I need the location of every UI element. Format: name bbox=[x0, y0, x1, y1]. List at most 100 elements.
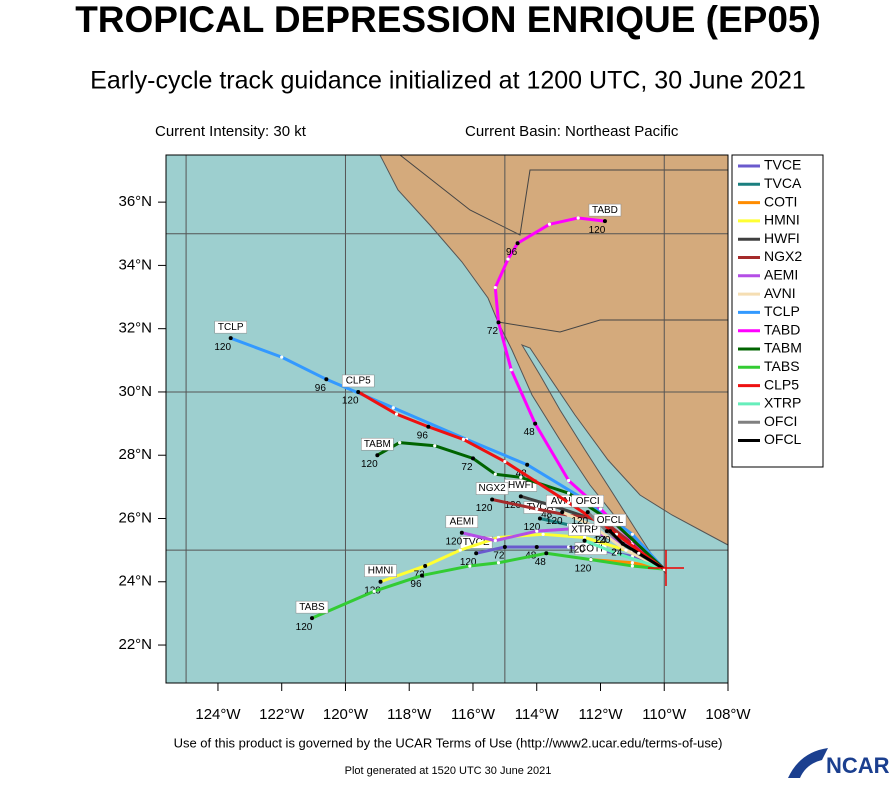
track-tag: COTI bbox=[579, 543, 603, 554]
track-point bbox=[461, 437, 466, 442]
track-point bbox=[419, 573, 424, 578]
hour-label: 120 bbox=[296, 622, 313, 633]
track-point bbox=[458, 548, 462, 552]
track-point bbox=[535, 507, 539, 511]
track bbox=[357, 390, 666, 571]
x-tick-label: 120°W bbox=[323, 706, 369, 723]
x-tick-label: 114°W bbox=[515, 706, 560, 723]
legend-label: TABM bbox=[764, 340, 802, 356]
track-point bbox=[525, 462, 530, 467]
legend-label: TABS bbox=[764, 358, 800, 374]
current-position bbox=[648, 550, 684, 586]
hour-label: 120 bbox=[594, 535, 611, 546]
track-point bbox=[394, 412, 399, 416]
hour-label: 120 bbox=[546, 516, 563, 527]
y-tick-label: 22°N bbox=[118, 636, 152, 653]
track-point bbox=[560, 510, 565, 515]
track-tag-box bbox=[364, 564, 397, 578]
hour-label: 120 bbox=[445, 536, 462, 547]
x-tick-label: 124°W bbox=[195, 706, 241, 723]
track-point bbox=[567, 491, 571, 495]
legend-label: TABD bbox=[764, 321, 800, 337]
track-point bbox=[582, 538, 587, 543]
basin: Current Basin: Northeast Pacific bbox=[465, 123, 679, 140]
hour-label: 72 bbox=[487, 326, 499, 337]
y-tick-label: 36°N bbox=[118, 193, 152, 210]
track-point bbox=[398, 440, 402, 445]
y-tick-label: 24°N bbox=[118, 573, 152, 590]
hour-label: 96 bbox=[315, 383, 327, 394]
legend-label: TCLP bbox=[764, 303, 800, 319]
track-tag-box bbox=[568, 523, 601, 536]
logo-mark bbox=[788, 748, 828, 778]
track-tag-box bbox=[295, 600, 329, 614]
track-point bbox=[630, 532, 634, 536]
track-point bbox=[503, 459, 507, 464]
track-tag: TABD bbox=[592, 205, 618, 216]
track-tag-box bbox=[475, 482, 509, 495]
hour-label: 48 bbox=[541, 509, 553, 520]
track-point bbox=[324, 377, 329, 382]
hour-label: 120 bbox=[589, 225, 606, 236]
track-point bbox=[493, 539, 497, 543]
track-point bbox=[608, 529, 613, 534]
track-point bbox=[602, 219, 607, 224]
footer: Use of this product is governed by the U… bbox=[174, 735, 723, 750]
hour-label: 48 bbox=[524, 427, 536, 438]
legend-label: TVCA bbox=[764, 175, 802, 191]
track-point bbox=[519, 475, 523, 479]
track-point bbox=[535, 529, 539, 533]
track bbox=[561, 510, 665, 571]
hour-label: 120 bbox=[568, 544, 585, 555]
legend-label: COTI bbox=[764, 193, 797, 209]
track-point bbox=[433, 444, 437, 448]
hour-label: 120 bbox=[476, 503, 493, 514]
track-tag: TVCE bbox=[463, 537, 490, 548]
intensity: Current Intensity: 30 kt bbox=[155, 123, 307, 140]
track-point bbox=[496, 320, 501, 325]
track-point bbox=[375, 453, 380, 458]
track-tag: AEMI bbox=[450, 516, 474, 527]
track-point bbox=[614, 551, 619, 555]
y-tick-label: 26°N bbox=[118, 509, 152, 526]
track-point bbox=[490, 497, 495, 502]
track-tag-box bbox=[214, 320, 247, 334]
track-point bbox=[589, 558, 593, 562]
x-tick-label: 112°W bbox=[578, 706, 623, 723]
frame bbox=[165, 154, 729, 684]
track-point bbox=[391, 406, 395, 410]
track-point bbox=[496, 561, 501, 565]
track-point bbox=[637, 551, 641, 555]
hour-label: 120 bbox=[524, 522, 541, 533]
track-point bbox=[582, 535, 587, 540]
x-tick-label: 122°W bbox=[259, 706, 305, 723]
title: TROPICAL DEPRESSION ENRIQUE (EP05) bbox=[75, 0, 821, 40]
y-tick-label: 32°N bbox=[118, 320, 152, 337]
track-tag: TVCA bbox=[527, 502, 554, 513]
track-tag-box bbox=[445, 515, 479, 528]
subtitle: Early-cycle track guidance initialized a… bbox=[90, 67, 806, 95]
hour-label: 24 bbox=[611, 547, 623, 558]
x-tick-label: 108°W bbox=[705, 706, 751, 723]
track-point bbox=[576, 216, 580, 220]
track-point bbox=[585, 510, 590, 515]
track-tag-box bbox=[593, 513, 627, 527]
track-point bbox=[567, 501, 571, 505]
legend-label: HMNI bbox=[764, 212, 800, 228]
track-point bbox=[493, 472, 497, 476]
track-point bbox=[459, 530, 464, 535]
generated: Plot generated at 1520 UTC 30 June 2021 bbox=[345, 765, 552, 777]
hour-label: 96 bbox=[410, 579, 422, 590]
track-point bbox=[567, 545, 571, 549]
legend-label: TVCE bbox=[764, 157, 801, 173]
legend-label: NGX2 bbox=[764, 248, 802, 264]
track-tag: TABM bbox=[364, 439, 391, 450]
hour-label: 120 bbox=[575, 563, 592, 574]
track-tag-box bbox=[361, 437, 394, 451]
track-tag-box bbox=[341, 374, 375, 388]
x-tick-label: 110°W bbox=[642, 706, 687, 723]
track-tag: HWFI bbox=[508, 480, 534, 491]
legend-label: OFCI bbox=[764, 413, 797, 429]
track-point bbox=[502, 544, 507, 549]
